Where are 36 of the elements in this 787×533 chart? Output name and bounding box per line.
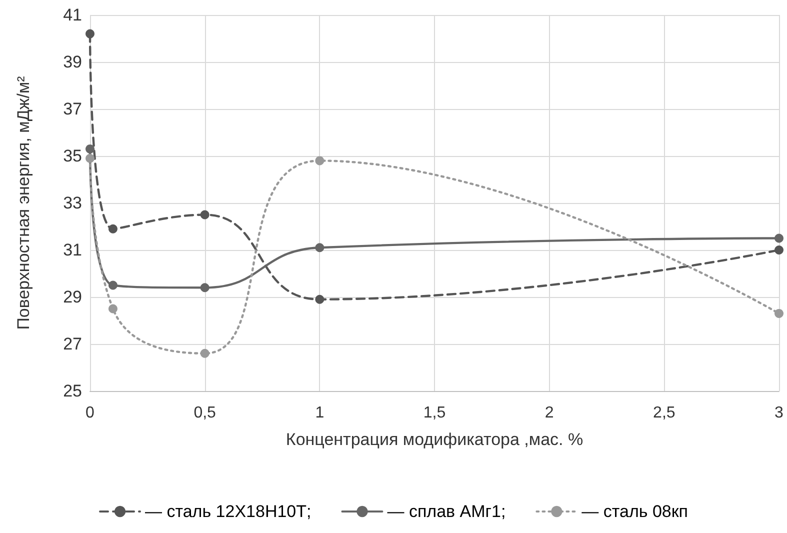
x-axis-title: Концентрация модификатора ,мас. %: [286, 430, 584, 449]
point: [774, 234, 784, 243]
y-tick-label: 35: [63, 146, 82, 166]
point: [86, 29, 94, 38]
legend-label: — сталь 08кп: [582, 502, 688, 521]
x-tick-label: 1: [315, 404, 324, 422]
y-tick-label: 31: [63, 240, 82, 260]
point: [200, 210, 210, 220]
point: [108, 304, 118, 314]
x-tick-label: 0,5: [194, 404, 216, 422]
y-tick-label: 37: [63, 100, 82, 118]
point: [200, 283, 210, 292]
y-tick-label: 27: [63, 334, 82, 354]
point: [108, 280, 118, 290]
y-axis-title: Поверхностная энергия, мДж/м²: [14, 76, 33, 330]
y-tick-label: 29: [63, 288, 82, 306]
point: [200, 348, 210, 358]
point: [315, 156, 324, 166]
point: [86, 154, 94, 163]
legend-label: — сталь 12Х18Н10Т;: [145, 502, 312, 521]
point: [315, 243, 324, 252]
point: [108, 224, 118, 234]
legend-label: — сплав АМг1;: [387, 502, 506, 521]
point: [774, 308, 784, 318]
x-tick-label: 2,5: [653, 404, 676, 422]
y-tick-label: 39: [63, 52, 82, 72]
x-tick-label: 0: [86, 404, 95, 422]
point: [774, 246, 784, 254]
x-tick-label: 3: [774, 404, 784, 422]
x-tick-label: 2: [544, 404, 554, 422]
y-tick-label: 25: [63, 382, 82, 400]
point: [86, 144, 94, 154]
point: [315, 294, 324, 304]
x-tick-label: 1,5: [423, 404, 446, 422]
y-tick-label: 33: [63, 194, 82, 212]
y-tick-label: 41: [63, 6, 82, 24]
